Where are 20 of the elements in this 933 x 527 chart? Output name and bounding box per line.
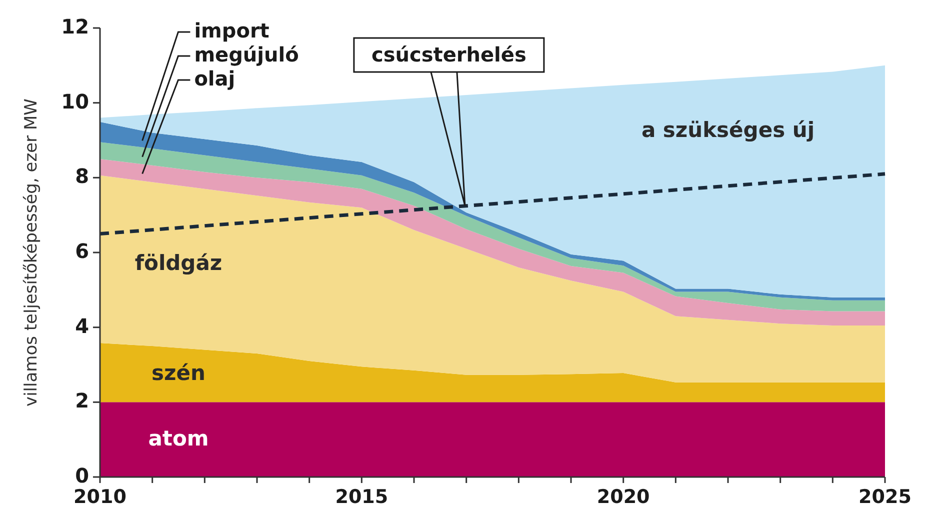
y-tick-label: 12 <box>61 14 89 38</box>
text: csúcsterhelés <box>372 42 526 66</box>
y-axis-title: villamos teljesítőképesség, ezer MW <box>22 98 42 406</box>
x-tick-label: 2015 <box>335 486 388 508</box>
x-tick-label: 2010 <box>74 486 126 508</box>
x-tick-label: 2025 <box>858 486 912 508</box>
series-label: szén <box>152 360 206 385</box>
series-label: atom <box>148 426 209 450</box>
y-tick-label: 6 <box>75 238 89 263</box>
y-tick-label: 0 <box>75 463 89 488</box>
series-label: földgáz <box>134 250 222 275</box>
y-tick-label: 4 <box>75 314 89 338</box>
text: megújuló <box>194 42 299 66</box>
text: olaj <box>194 66 236 90</box>
y-tick-label: 8 <box>75 164 89 188</box>
y-tick-label: 10 <box>61 89 89 114</box>
x-tick-label: 2020 <box>596 486 650 508</box>
y-tick-label: 2 <box>75 388 89 413</box>
text: import <box>194 18 270 42</box>
series-label: a szükséges új <box>641 118 815 142</box>
